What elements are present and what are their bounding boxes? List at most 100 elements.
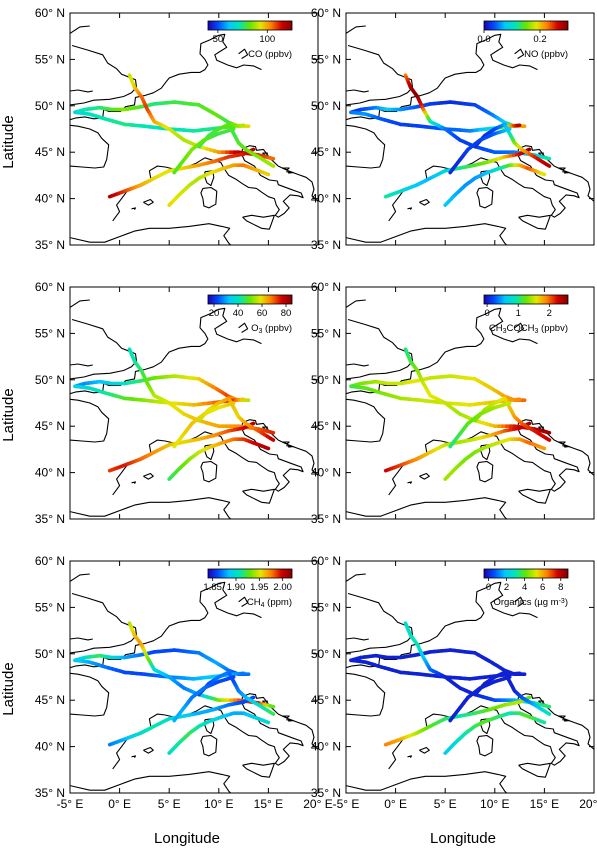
lat-tick-label: 40° N [35,466,65,480]
lat-tick-label: 60° N [311,280,341,294]
colorbar-tick-label: 0.2 [533,34,546,45]
track-segment [539,171,547,177]
track-segment [268,430,276,435]
lon-tick-label: 20° E [579,797,597,811]
colorbar-tick-label: 0.0 [477,34,490,45]
lat-tick-label: 55° N [311,326,341,340]
lat-tick-label: 45° N [35,145,65,159]
map-panel-ch4: 35° N-5° E 40° N 0° E 45° N 5° E 50° N 10° E 55… [35,554,333,811]
track-segment [525,695,532,701]
flight-tracks-o3 [73,347,276,481]
lon-tick-label: 10° E [204,797,233,811]
lat-tick-label: 45° N [35,693,65,707]
lat-tick-label: 45° N [311,693,341,707]
lat-tick-label: 50° N [311,99,341,113]
track-segment [539,719,547,725]
track-segment [268,156,276,161]
colorbar-tick-label: 1.90 [227,582,246,593]
lon-tick-label: -5° E [333,797,360,811]
lat-tick-label: 40° N [311,740,341,754]
lon-tick-label: 0° E [384,797,407,811]
track-segment [544,704,552,709]
map-panel-organics: 35° N-5° E 40° N 0° E 45° N 5° E 50° N 10° E 55… [311,554,597,811]
lat-tick-label: 45° N [311,145,341,159]
map-panel-no: 35° N 40° N 45° N 50° N 55° N 60° N 0.0 0.2 NO (… [311,6,595,252]
lat-tick-label: 40° N [35,192,65,206]
coastline-no [346,25,594,245]
colorbar-tick-label: 2 [547,308,552,319]
lat-tick-label: 50° N [311,373,341,387]
x-axis-label-left: Longitude [154,830,220,847]
coastline-acetone [346,299,594,519]
track-segment [525,421,532,427]
track-segment [544,156,552,161]
colorbar-tick-label: 8 [558,582,563,593]
track-segment [249,147,256,153]
track-segment [249,421,256,427]
panel-frame [345,560,595,794]
colorbar-tick-label: 100 [259,34,275,45]
colorbar-label-co: CO (ppbv) [248,49,292,60]
lat-tick-label: 35° N [35,786,65,800]
lat-tick-label: 55° N [311,600,341,614]
track-segment [249,695,256,701]
lat-tick-label: 50° N [35,99,65,113]
lat-tick-label: 50° N [35,373,65,387]
track-segment [544,436,552,442]
panel-frame [69,286,319,520]
track-segment [228,401,236,406]
colorbar-no [483,20,569,31]
track-segment [268,162,276,168]
coastline-o3 [70,299,318,519]
lat-tick-label: 35° N [311,786,341,800]
y-axis-label-row-2: Latitude [0,388,17,441]
lat-tick-label: 50° N [311,647,341,661]
lon-tick-label: 5° E [434,797,457,811]
colorbar-label-acetone: CH3COCH3 (ppbv) [489,323,568,335]
lat-tick-label: 40° N [311,192,341,206]
lat-tick-label: 40° N [35,740,65,754]
flight-tracks-no [349,73,552,207]
coastline-organics [346,573,594,793]
track-segment [544,162,552,168]
track-segment [504,127,512,132]
colorbar-co [207,20,293,31]
lon-tick-label: 15° E [254,797,283,811]
lon-tick-label: 10° E [480,797,509,811]
track-segment [268,436,276,442]
track-segment [263,445,271,451]
track-segment [525,147,532,153]
colorbar-tick-label: 50 [213,34,224,45]
map-panel-o3: 35° N 40° N 45° N 50° N 55° N 60° N 20 40 60 80 O3… [35,280,319,526]
track-segment [228,675,236,680]
lat-tick-label: 50° N [35,647,65,661]
colorbar-tick-label: 1.85 [203,582,222,593]
lat-tick-label: 55° N [311,52,341,66]
track-segment [268,710,276,716]
colorbar-tick-label: 1 [516,308,521,319]
lat-tick-label: 35° N [35,238,65,252]
lat-tick-label: 35° N [311,238,341,252]
colorbar-tick-label: 2.00 [273,582,292,593]
track-segment [504,401,512,406]
colorbar-acetone [483,294,569,305]
colorbar-label-no: NO (ppbv) [524,49,568,60]
lat-tick-label: 55° N [35,600,65,614]
lon-tick-label: 15° E [530,797,559,811]
lon-tick-label: 20° E [303,797,332,811]
panel-frame [345,12,595,246]
colorbar-ch4 [207,568,293,579]
lat-tick-label: 45° N [311,419,341,433]
colorbar-tick-label: 60 [257,308,268,319]
panel-frame [345,286,595,520]
y-axis-label-row-3: Latitude [0,662,17,715]
track-segment [228,127,236,132]
track-segment [263,171,271,177]
track-segment [504,675,512,680]
lat-tick-label: 60° N [311,6,341,20]
lat-tick-label: 35° N [311,512,341,526]
flight-tracks-ch4 [73,621,276,755]
colorbar-o3 [207,294,293,305]
y-axis-label-row-1: Latitude [0,115,17,168]
